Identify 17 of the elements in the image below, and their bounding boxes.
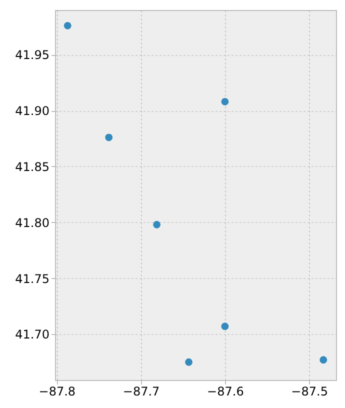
y-tick-label: 41.70 — [15, 328, 50, 342]
x-tick-label: −87.5 — [291, 384, 328, 398]
x-tick-label: −87.7 — [122, 384, 160, 398]
point — [64, 22, 72, 30]
point — [105, 134, 113, 142]
point — [185, 358, 192, 366]
y-tick-label: 41.90 — [15, 104, 50, 118]
point — [221, 322, 229, 330]
x-tick-label: −87.6 — [207, 384, 244, 398]
y-tick-label: 41.75 — [15, 272, 50, 286]
point — [221, 98, 229, 106]
x-tick-label: −87.8 — [38, 384, 76, 398]
point — [320, 356, 328, 364]
y-tick-label: 41.80 — [15, 216, 50, 230]
y-tick-label: 41.95 — [15, 48, 50, 62]
y-tick-label: 41.85 — [15, 160, 50, 174]
point — [153, 220, 161, 228]
